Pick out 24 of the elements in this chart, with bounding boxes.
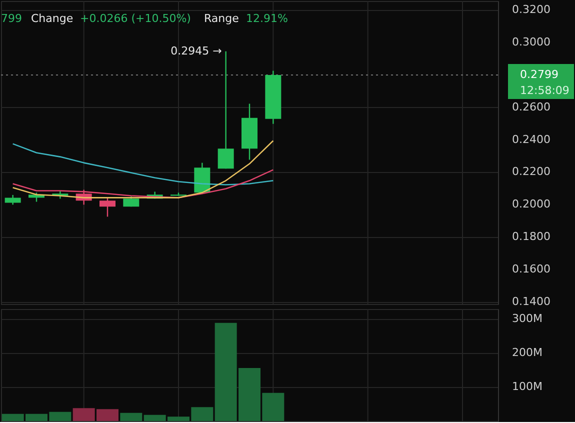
annotation: Range [204, 12, 240, 25]
y-tick-label: 0.2400 [512, 132, 550, 146]
y-tick-label: 0.1600 [512, 262, 550, 276]
annotation: Change [31, 12, 74, 25]
candlestick [100, 197, 116, 218]
y-tick-label: 0.3000 [512, 35, 550, 48]
candlestick [4, 194, 21, 206]
y-tick-label: 300M [512, 312, 542, 326]
ref-line-label: 0.2799 [520, 68, 558, 82]
y-tick-label: 100M [512, 380, 542, 394]
line-series [12, 143, 274, 186]
annotation: 12.91% [246, 12, 288, 25]
y-tick-label: 0.3200 [512, 2, 550, 16]
annotation: 799 [1, 12, 22, 25]
y-tick-label: 0.1400 [512, 295, 550, 308]
annotation: 0.2945 → [170, 44, 222, 58]
y-tick-label: 0.2000 [512, 198, 550, 211]
text: 12:58:09 [520, 84, 570, 98]
y-tick-label: 0.2200 [512, 165, 550, 178]
y-tick-label: 200M [512, 346, 542, 360]
annotation: +0.0266 (+10.50%) [80, 12, 191, 25]
y-tick-label: 0.1800 [512, 230, 550, 244]
y-tick-label: 0.2600 [512, 100, 550, 114]
bar [120, 412, 142, 421]
